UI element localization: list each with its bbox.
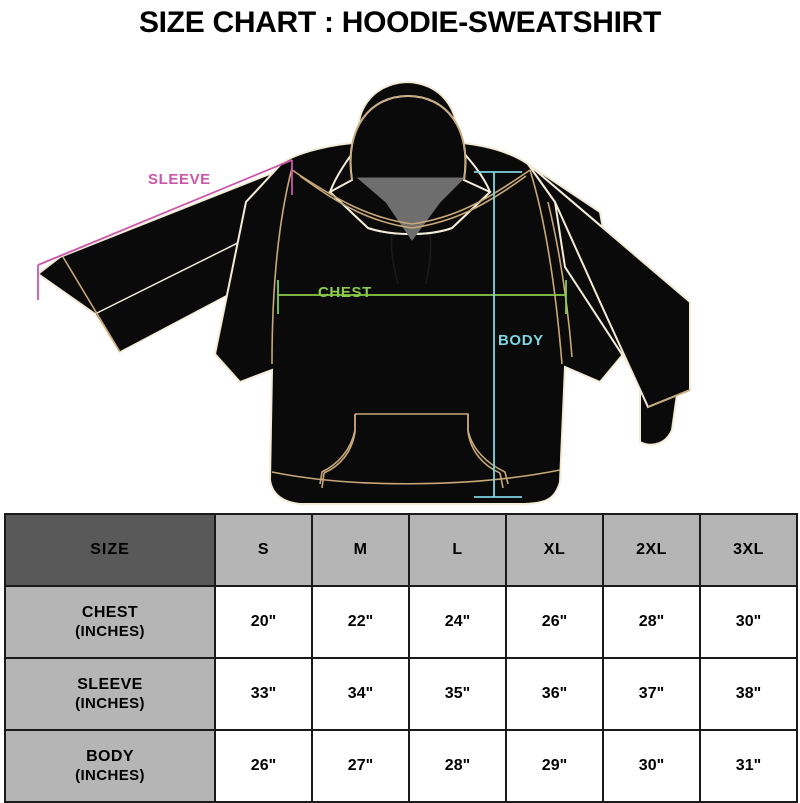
- cell-body-m: 27": [311, 729, 410, 803]
- row-label-body-name: BODY: [86, 748, 134, 766]
- table-row: SLEEVE (INCHES) 33" 34" 35" 36" 37" 38": [4, 657, 798, 731]
- garment-silhouette: [36, 80, 692, 505]
- row-label-sleeve-name: SLEEVE: [77, 676, 143, 694]
- chest-measure-line: [277, 280, 567, 314]
- cell-body-2xl: 30": [602, 729, 701, 803]
- sleeve-measure-line: [37, 159, 293, 300]
- header-size-xl: XL: [505, 513, 604, 587]
- sleeve-measure-label: SLEEVE: [148, 171, 211, 188]
- cell-chest-m: 22": [311, 585, 410, 659]
- chest-measure-label: CHEST: [318, 284, 372, 301]
- cell-body-s: 26": [214, 729, 313, 803]
- row-label-body: BODY (INCHES): [4, 729, 216, 803]
- cell-body-3xl: 31": [699, 729, 798, 803]
- header-size-2xl: 2XL: [602, 513, 701, 587]
- cell-body-xl: 29": [505, 729, 604, 803]
- row-label-chest: CHEST (INCHES): [4, 585, 216, 659]
- size-chart-table: SIZE S M L XL 2XL 3XL CHEST (INCHES) 20"…: [4, 513, 798, 803]
- row-label-chest-unit: (INCHES): [75, 622, 145, 640]
- cell-chest-l: 24": [408, 585, 507, 659]
- table-row: CHEST (INCHES) 20" 22" 24" 26" 28" 30": [4, 585, 798, 659]
- cell-sleeve-2xl: 37": [602, 657, 701, 731]
- cell-chest-3xl: 30": [699, 585, 798, 659]
- table-row: BODY (INCHES) 26" 27" 28" 29" 30" 31": [4, 729, 798, 803]
- cell-body-l: 28": [408, 729, 507, 803]
- header-size-m: M: [311, 513, 410, 587]
- hoodie-illustration: [0, 52, 800, 512]
- cell-sleeve-xl: 36": [505, 657, 604, 731]
- header-size-l: L: [408, 513, 507, 587]
- cell-sleeve-m: 34": [311, 657, 410, 731]
- body-measure-line: [474, 171, 522, 498]
- header-size-s: S: [214, 513, 313, 587]
- row-label-sleeve: SLEEVE (INCHES): [4, 657, 216, 731]
- table-header-row: SIZE S M L XL 2XL 3XL: [4, 513, 798, 587]
- body-measure-label: BODY: [498, 332, 544, 349]
- cell-chest-s: 20": [214, 585, 313, 659]
- cell-sleeve-s: 33": [214, 657, 313, 731]
- cell-sleeve-l: 35": [408, 657, 507, 731]
- header-size: SIZE: [4, 513, 216, 587]
- seam-lines: [62, 95, 691, 489]
- drawstrings: [390, 233, 432, 285]
- row-label-sleeve-unit: (INCHES): [75, 694, 145, 712]
- header-size-3xl: 3XL: [699, 513, 798, 587]
- row-label-chest-name: CHEST: [81, 604, 139, 622]
- cell-sleeve-3xl: 38": [699, 657, 798, 731]
- row-label-body-unit: (INCHES): [75, 766, 145, 784]
- page-title: SIZE CHART : HOODIE-SWEATSHIRT: [138, 6, 662, 39]
- cell-chest-xl: 26": [505, 585, 604, 659]
- cell-chest-2xl: 28": [602, 585, 701, 659]
